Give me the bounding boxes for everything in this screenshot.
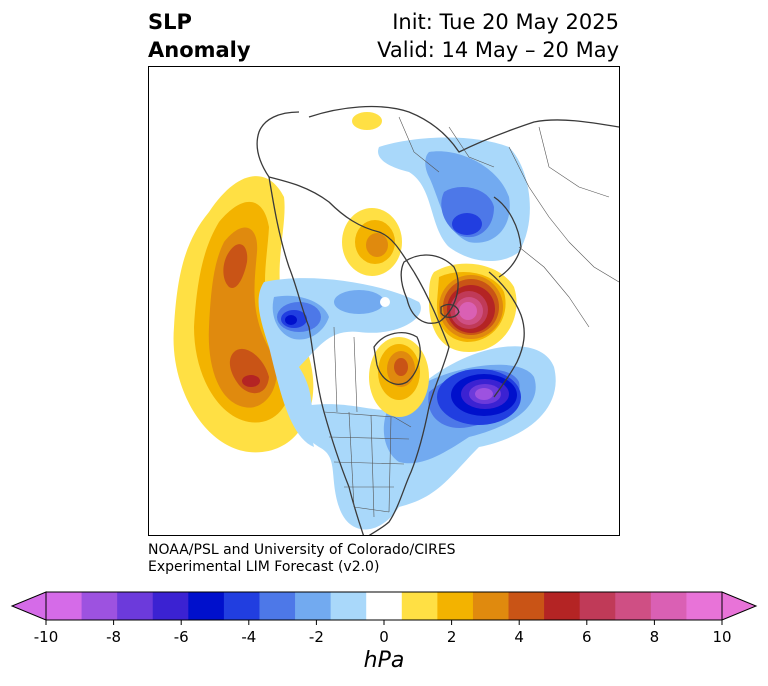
siberia-high-small xyxy=(352,112,382,130)
colorbar-cell xyxy=(401,592,438,620)
init-date: Init: Tue 20 May 2025 xyxy=(392,10,619,34)
coast-na-east xyxy=(368,271,450,535)
map-panel xyxy=(148,66,620,536)
colorbar-cell xyxy=(615,592,652,620)
colorbar-cell xyxy=(152,592,189,620)
colorbar-ticks xyxy=(45,620,723,625)
border-eurasia-6 xyxy=(398,116,440,173)
border-us-canada xyxy=(323,411,412,428)
arctic-low-lobe xyxy=(334,290,384,314)
title-line-1: SLP xyxy=(148,10,192,34)
coast-scandinavia xyxy=(493,196,522,278)
colorbar-tick-label: 2 xyxy=(446,628,457,646)
europe-high-core xyxy=(459,302,477,320)
colorbar-cell xyxy=(81,592,118,620)
colorbar-unit: hPa xyxy=(363,648,405,673)
border-eurasia-4 xyxy=(568,241,619,283)
colorbar-cell xyxy=(117,592,154,620)
coast-arctic-na xyxy=(268,176,415,273)
colorbar-tick-label: -4 xyxy=(241,628,257,646)
beringia-high-core xyxy=(366,233,388,257)
credit-line-1: NOAA/PSL and University of Colorado/CIRE… xyxy=(148,542,456,558)
title-variable: SLP Anomaly xyxy=(148,8,251,64)
north-pole-marker xyxy=(380,297,390,307)
colorbar xyxy=(10,591,758,625)
eurasia-low-core xyxy=(452,213,482,235)
colorbar-tick-label: -6 xyxy=(173,628,189,646)
coast-asia-east xyxy=(256,111,300,178)
border-canada-prov-1 xyxy=(333,326,338,413)
colorbar-extend-low xyxy=(10,591,47,621)
pacific-high-peak xyxy=(242,375,260,387)
hudson-high-core xyxy=(394,358,408,376)
colorbar-cell xyxy=(330,592,367,620)
colorbar-cells xyxy=(46,592,723,620)
colorbar-cell xyxy=(579,592,616,620)
coast-europe xyxy=(488,271,525,398)
anomaly-map xyxy=(173,105,619,535)
border-eurasia-1 xyxy=(508,146,570,243)
border-us-states-2 xyxy=(333,461,405,465)
border-us-states-1 xyxy=(328,436,410,440)
colorbar-tick-label: 10 xyxy=(712,628,732,646)
border-us-states-4 xyxy=(348,411,355,508)
colorbar-tick-label: 4 xyxy=(514,628,524,646)
bc-low-core xyxy=(285,315,297,325)
credit-line-2: Experimental LIM Forecast (v2.0) xyxy=(148,559,380,575)
atlantic-low-core xyxy=(475,388,493,400)
colorbar-cell xyxy=(366,592,403,620)
title-dates: Init: Tue 20 May 2025 Valid: 14 May – 20… xyxy=(377,8,619,64)
colorbar-cell xyxy=(437,592,474,620)
colorbar-cell xyxy=(295,592,332,620)
title-line-2: Anomaly xyxy=(148,38,251,62)
colorbar-tick-label: 6 xyxy=(582,628,592,646)
colorbar-tick-label: 0 xyxy=(379,628,389,646)
border-eurasia-3 xyxy=(518,246,590,328)
colorbar-cell xyxy=(259,592,296,620)
colorbar-cell xyxy=(686,592,723,620)
colorbar-tick-label: -8 xyxy=(106,628,122,646)
coast-greenland xyxy=(400,254,459,324)
colorbar-cell xyxy=(188,592,225,620)
colorbar-cell xyxy=(472,592,510,620)
pacific-high-core-n xyxy=(223,244,248,288)
border-canada-prov-2 xyxy=(353,336,358,413)
coast-eurasia xyxy=(308,105,619,153)
colorbar-tick-label: -10 xyxy=(33,628,59,646)
border-mexico xyxy=(353,506,390,513)
colorbar-tick-label: -2 xyxy=(308,628,324,646)
colorbar-extend-high xyxy=(721,591,758,621)
coast-iceland xyxy=(440,303,460,319)
coast-hudson-bay xyxy=(373,332,421,385)
colorbar-cell xyxy=(650,592,687,620)
border-eurasia-5 xyxy=(448,126,495,168)
border-us-states-5 xyxy=(370,414,375,518)
borders xyxy=(323,116,619,518)
colorbar-cell xyxy=(544,592,581,620)
credit-text: NOAA/PSL and University of Colorado/CIRE… xyxy=(148,542,456,576)
colorbar-cell xyxy=(223,592,260,620)
colorbar-cell xyxy=(46,592,83,620)
colorbar-tick-label: 8 xyxy=(649,628,660,646)
border-us-states-6 xyxy=(388,416,392,513)
colorbar-cell xyxy=(508,592,545,620)
valid-range: Valid: 14 May – 20 May xyxy=(377,38,619,62)
anomaly-contours xyxy=(173,112,556,530)
border-eurasia-2 xyxy=(538,126,610,198)
